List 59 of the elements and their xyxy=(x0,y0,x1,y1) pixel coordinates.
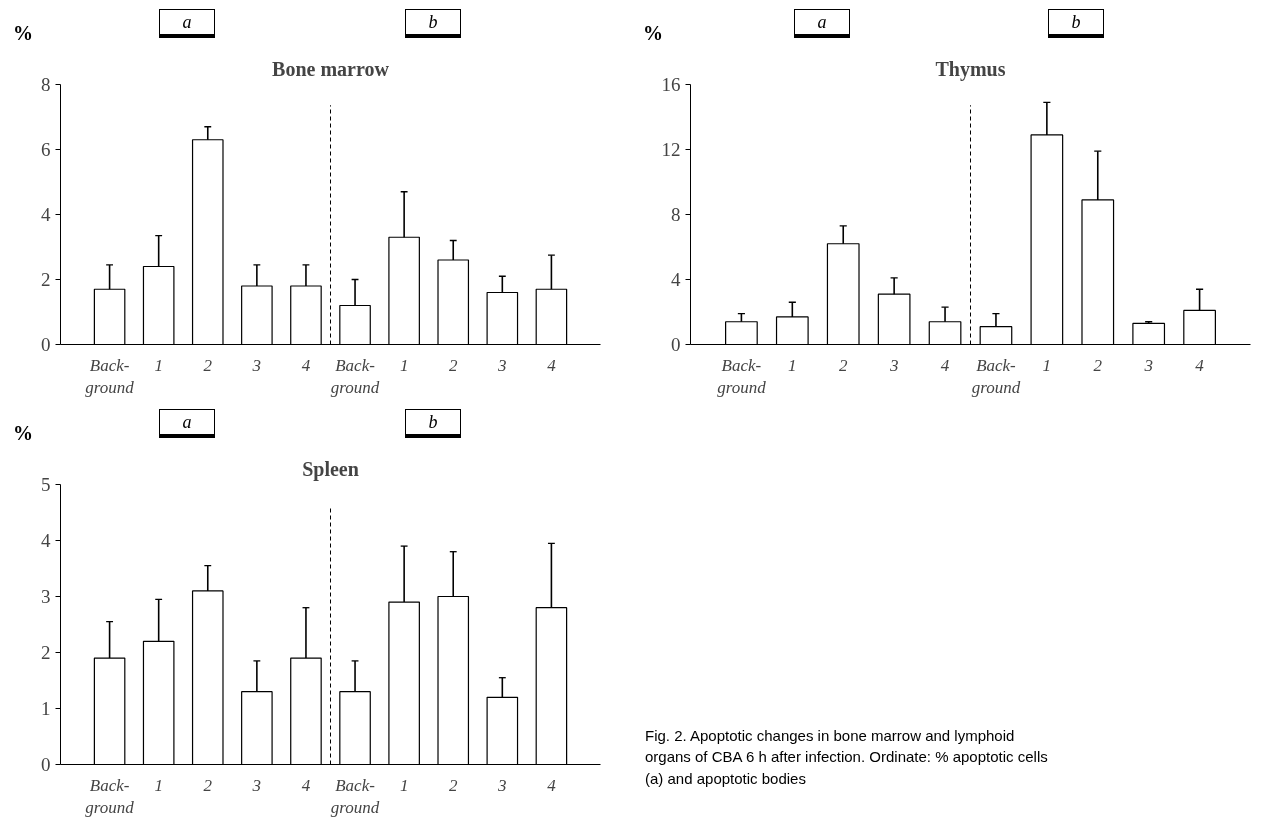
x-tick-label: 3 xyxy=(251,775,262,795)
x-tick-label: 3 xyxy=(888,355,899,375)
y-tick-label: 0 xyxy=(671,334,681,355)
x-tick-label: 2 xyxy=(203,775,213,795)
y-tick-label: 8 xyxy=(41,74,51,95)
text: b xyxy=(405,9,461,38)
x-tick-label: 3 xyxy=(497,775,507,795)
y-tick-label: 4 xyxy=(671,269,681,290)
x-tick-label: 4 xyxy=(1195,355,1205,375)
y-tick-label: 1 xyxy=(41,698,51,719)
chart-title: Bone marrow xyxy=(272,57,390,80)
text: a xyxy=(794,9,850,38)
x-tick-label: 1 xyxy=(1042,355,1052,375)
x-tick-label: Back- ground xyxy=(971,355,1021,398)
x-tick-label: 4 xyxy=(547,355,557,375)
x-tick-label: 4 xyxy=(940,355,950,375)
y-tick-label: 0 xyxy=(41,334,51,355)
y-axis-title: % xyxy=(13,421,33,446)
y-tick-label: 12 xyxy=(661,139,681,160)
caption: Fig. 2. Apoptotic changes in bone marrow and lymphoid organs of CBA 6 h after infection. Ordinate: % apoptotic cells (a) and apoptotic bodies xyxy=(645,726,1049,789)
x-tick-label: Back- ground xyxy=(85,775,135,818)
y-tick-label: 2 xyxy=(41,642,51,663)
x-tick-label: 2 xyxy=(448,775,458,795)
x-tick-label: 2 xyxy=(448,355,458,375)
y-axis-title: % xyxy=(13,21,33,46)
x-tick-label: 3 xyxy=(497,355,507,375)
y-tick-label: 5 xyxy=(41,474,51,495)
x-tick-label: 1 xyxy=(399,355,409,375)
y-axis-title: % xyxy=(643,21,663,46)
x-tick-label: 4 xyxy=(547,775,557,795)
y-tick-label: 0 xyxy=(41,754,51,775)
x-tick-label: 1 xyxy=(154,355,163,375)
text: b xyxy=(1048,9,1104,38)
x-tick-label: 1 xyxy=(788,355,797,375)
y-tick-label: 4 xyxy=(41,204,51,225)
y-tick-label: 8 xyxy=(671,204,681,225)
x-tick-label: 2 xyxy=(838,355,848,375)
y-tick-label: 3 xyxy=(41,586,51,607)
y-tick-label: 6 xyxy=(41,139,51,160)
x-tick-label: Back- ground xyxy=(330,775,380,818)
y-tick-label: 4 xyxy=(41,530,51,551)
x-tick-label: 2 xyxy=(203,355,213,375)
x-tick-label: Back- ground xyxy=(717,355,767,398)
x-tick-label: Back- ground xyxy=(330,355,380,398)
x-tick-label: 1 xyxy=(154,775,163,795)
y-tick-label: 16 xyxy=(661,74,681,95)
x-tick-label: 1 xyxy=(399,775,409,795)
chart-title: Spleen xyxy=(302,457,359,481)
x-tick-label: 2 xyxy=(1093,355,1103,375)
text: a xyxy=(159,409,215,438)
x-tick-label: 3 xyxy=(1143,355,1153,375)
x-tick-label: 4 xyxy=(301,775,311,795)
y-tick-label: 2 xyxy=(41,269,51,290)
chart-title: Thymus xyxy=(935,57,1006,81)
x-tick-label: Back- ground xyxy=(85,355,135,398)
x-tick-label: 3 xyxy=(251,355,262,375)
text: a xyxy=(159,9,215,38)
x-tick-label: 4 xyxy=(301,355,311,375)
text: b xyxy=(405,409,461,438)
